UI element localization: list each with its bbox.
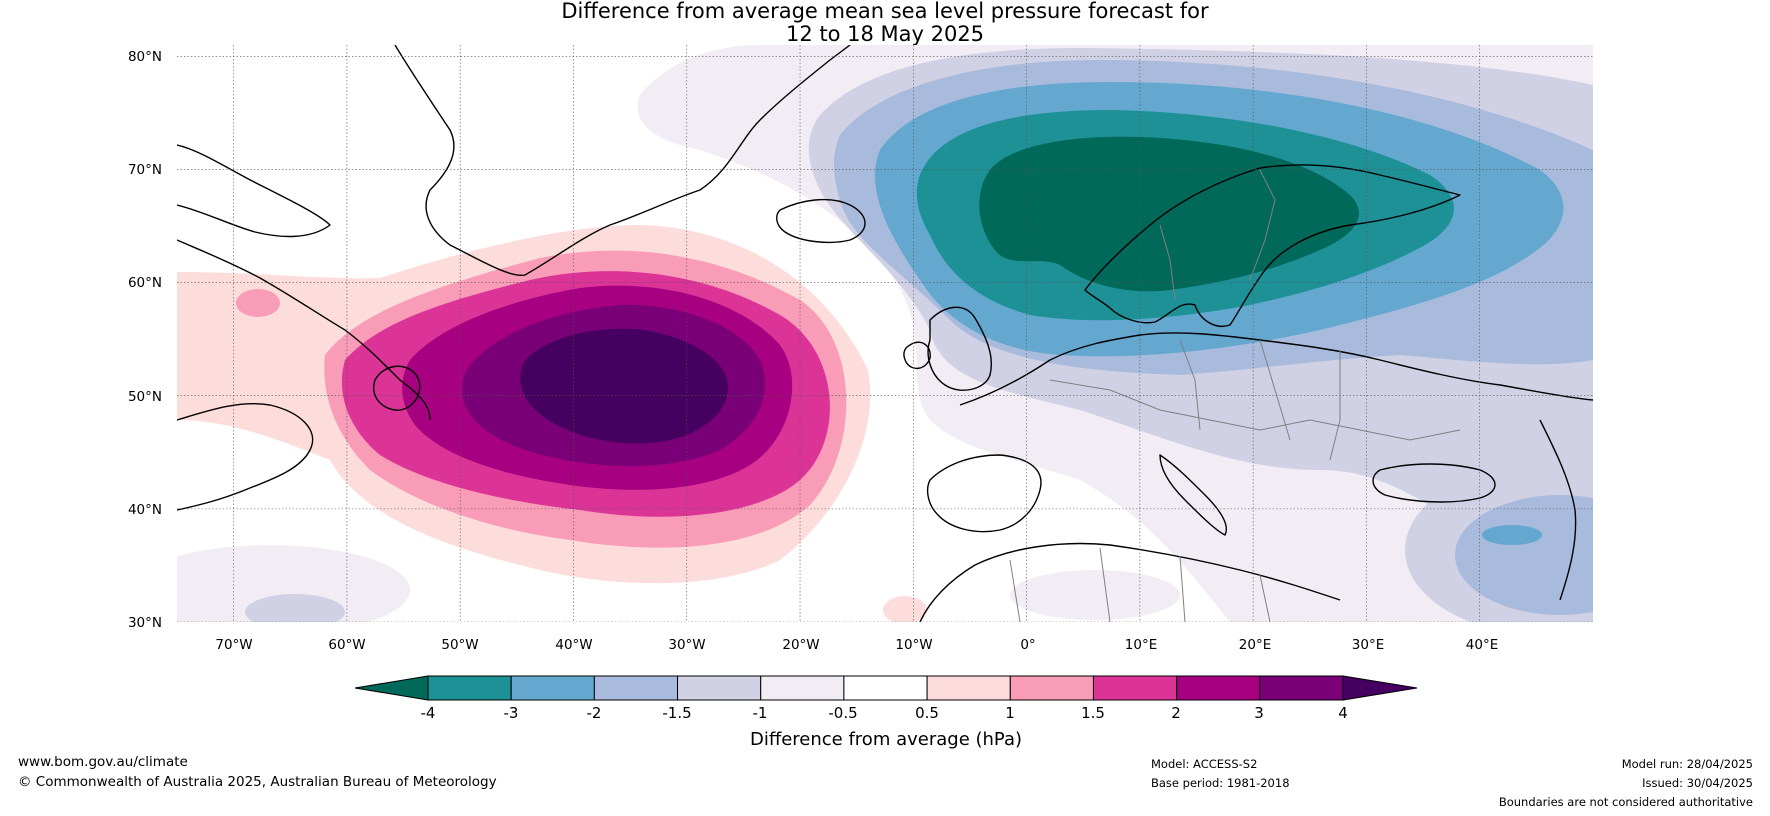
- colorbar-tick-label: 1: [1005, 704, 1015, 722]
- contour-neg-atlantic-0.5: [177, 545, 410, 622]
- coastline-iberia: [926, 454, 1042, 533]
- negative-anomaly-shading: [177, 45, 1593, 622]
- boundary-north-africa: [1009, 547, 1271, 622]
- footer-issued: Issued: 30/04/2025: [1642, 776, 1753, 790]
- title-line-2: 12 to 18 May 2025: [785, 22, 985, 46]
- lat-label-80n: 80°N: [128, 49, 162, 65]
- colorbar-tick-label: -3: [504, 704, 519, 722]
- coastline-north-america-east: [177, 402, 314, 511]
- lon-label-0: 0°: [1020, 637, 1035, 653]
- map-area: [177, 45, 1593, 622]
- lon-label-20w: 20°W: [782, 637, 819, 653]
- colorbar-tick-label: -2: [587, 704, 602, 722]
- contour-neg-south-1.5: [1455, 495, 1593, 615]
- coastline-scandinavia: [1084, 164, 1461, 327]
- coastline-italy: [1159, 454, 1227, 536]
- lon-label-60w: 60°W: [328, 637, 365, 653]
- longitude-labels: 70°W 60°W 50°W 40°W 30°W 20°W 10°W 0° 10…: [215, 637, 1498, 653]
- colorbar-bins: [427, 675, 1344, 701]
- contour-pos-labrador-1: [236, 289, 280, 317]
- lon-label-50w: 50°W: [441, 637, 478, 653]
- footer-copyright: © Commonwealth of Australia 2025, Austra…: [18, 774, 497, 790]
- coastline-labrador: [177, 239, 431, 421]
- footer-model-run: Model run: 28/04/2025: [1621, 757, 1753, 771]
- coastline-greenland: [394, 45, 851, 276]
- colorbar-tick-label: -4: [421, 704, 436, 722]
- colorbar-tick-label: 2: [1171, 704, 1181, 722]
- colorbar-tick-label: 3: [1254, 704, 1264, 722]
- lat-label-70n: 70°N: [128, 162, 162, 178]
- lat-label-40n: 40°N: [128, 502, 162, 518]
- coastlines: [177, 45, 1593, 622]
- boundary-eastern-europe: [1179, 339, 1341, 461]
- lon-label-30e: 30°E: [1352, 637, 1384, 653]
- colorbar-bin: [760, 675, 845, 701]
- colorbar-bin: [1092, 675, 1178, 701]
- colorbar-tick-label: -0.5: [828, 704, 857, 722]
- contour-pos-4: [520, 328, 729, 444]
- colorbar-above-triangle: [1342, 675, 1418, 701]
- colorbar-title: Difference from average (hPa): [750, 729, 1022, 750]
- lat-label-50n: 50°N: [128, 389, 162, 405]
- colorbar-tick-label: 1.5: [1081, 704, 1105, 722]
- colorbar-bin: [1259, 675, 1344, 701]
- coastline-black-sea: [1372, 463, 1496, 503]
- colorbar: -4 -3 -2 -1.5 -1 -0.5 0.5 1 1.5 2 3 4 Di…: [354, 675, 1418, 750]
- lon-label-70w: 70°W: [215, 637, 252, 653]
- lon-label-40e: 40°E: [1466, 637, 1498, 653]
- coastline-arctic-islands: [177, 144, 331, 238]
- footer-model: Model: ACCESS-S2: [1151, 757, 1258, 771]
- coastline-iceland: [776, 198, 866, 244]
- footer-base-period: Base period: 1981-2018: [1151, 776, 1290, 790]
- boundary-central-europe: [1049, 379, 1461, 441]
- lon-label-10w: 10°W: [895, 637, 932, 653]
- colorbar-bin: [843, 675, 928, 701]
- coastline-newfoundland: [373, 365, 421, 411]
- colorbar-tick-label: 0.5: [915, 704, 939, 722]
- chart-title: Difference from average mean sea level p…: [0, 0, 1770, 46]
- colorbar-tick-label: -1.5: [662, 704, 691, 722]
- colorbar-bin: [926, 675, 1011, 701]
- colorbar-below-triangle: [354, 675, 429, 701]
- lon-label-10e: 10°E: [1125, 637, 1157, 653]
- boundary-scandinavia: [1159, 169, 1276, 301]
- colorbar-bin: [510, 675, 595, 701]
- footer-disclaimer: Boundaries are not considered authoritat…: [1498, 795, 1753, 809]
- colorbar-tick-label: -1: [753, 704, 768, 722]
- colorbar-bin: [427, 675, 512, 701]
- contour-neg-4: [979, 136, 1359, 292]
- colorbar-bin: [1176, 675, 1261, 701]
- footer-website: www.bom.gov.au/climate: [18, 754, 188, 770]
- colorbar-bin: [593, 675, 679, 701]
- lat-label-30n: 30°N: [128, 615, 162, 631]
- lon-label-30w: 30°W: [668, 637, 705, 653]
- coastline-north-africa: [919, 542, 1341, 622]
- colorbar-bin: [677, 675, 762, 701]
- contour-neg-med-0.5: [1010, 570, 1180, 620]
- lon-label-20e: 20°E: [1239, 637, 1271, 653]
- contour-neg-south-2: [1482, 525, 1542, 545]
- lon-label-40w: 40°W: [555, 637, 592, 653]
- coastline-british-isles: [903, 306, 992, 391]
- gridlines: [177, 45, 1593, 622]
- colorbar-tick-labels: -4 -3 -2 -1.5 -1 -0.5 0.5 1 1.5 2 3 4: [421, 704, 1348, 722]
- latitude-labels: 80°N 70°N 60°N 50°N 40°N 30°N: [128, 49, 162, 631]
- colorbar-tick-label: 4: [1338, 704, 1348, 722]
- coastline-caspian-region: [1539, 419, 1577, 601]
- contour-pos-africa-0.5: [883, 596, 927, 622]
- title-line-1: Difference from average mean sea level p…: [561, 0, 1209, 23]
- colorbar-bin: [1009, 675, 1094, 701]
- contour-neg-atlantic-1: [245, 594, 345, 622]
- lat-label-60n: 60°N: [128, 275, 162, 291]
- country-boundaries: [1009, 169, 1461, 622]
- positive-anomaly-shading: [177, 225, 927, 622]
